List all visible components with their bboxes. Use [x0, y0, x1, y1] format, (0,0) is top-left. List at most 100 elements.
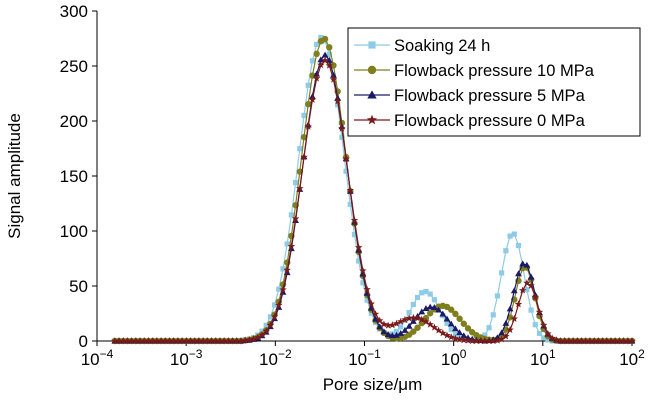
data-point	[317, 61, 325, 69]
data-point	[249, 335, 258, 343]
data-point	[452, 310, 459, 318]
data-point	[309, 72, 316, 79]
data-point	[293, 179, 299, 186]
data-point	[326, 44, 333, 51]
data-point	[439, 310, 447, 317]
data-point	[444, 320, 450, 326]
data-point	[376, 316, 384, 324]
data-point	[472, 337, 481, 345]
data-point	[291, 214, 300, 222]
y-axis-title: Signal amplitude	[5, 113, 24, 239]
data-point	[434, 326, 443, 334]
data-point	[519, 260, 527, 267]
data-point	[510, 287, 518, 294]
data-point	[506, 325, 514, 333]
data-point	[527, 273, 535, 280]
data-point	[228, 337, 237, 345]
data-point	[207, 337, 216, 345]
data-point	[367, 90, 377, 99]
data-point	[552, 336, 561, 344]
data-point	[447, 320, 455, 327]
data-point	[308, 95, 317, 103]
data-point	[304, 122, 312, 130]
x-tick-label: 102	[619, 347, 645, 369]
data-point	[329, 75, 338, 83]
data-point	[321, 51, 329, 58]
data-point	[283, 266, 291, 274]
data-point	[393, 331, 400, 338]
data-point	[288, 212, 295, 218]
data-point	[452, 325, 459, 332]
data-point	[393, 328, 400, 335]
data-point	[586, 337, 594, 345]
data-point	[523, 261, 531, 268]
data-point	[212, 337, 220, 345]
data-point	[430, 323, 439, 331]
data-point	[494, 293, 501, 299]
y-tick-label: 300	[60, 2, 88, 21]
data-point	[321, 56, 329, 64]
data-point	[195, 337, 203, 345]
data-point	[468, 337, 476, 345]
data-point	[447, 333, 455, 341]
x-tick-label: 10−1	[348, 347, 381, 369]
data-point	[594, 337, 603, 345]
data-point	[582, 337, 590, 345]
data-point	[401, 326, 409, 333]
data-point	[561, 337, 569, 345]
data-point	[611, 337, 619, 345]
data-point	[371, 310, 380, 318]
data-point	[615, 337, 624, 345]
data-point	[410, 301, 416, 308]
data-point	[347, 201, 353, 207]
data-point	[619, 337, 628, 345]
data-point	[279, 285, 287, 293]
data-point	[531, 293, 539, 301]
data-point	[518, 286, 527, 294]
y-axis-ticks: 0 50 100 150 200 250 300	[60, 2, 97, 351]
y-tick-label: 100	[60, 222, 88, 241]
data-point	[380, 328, 388, 335]
data-point	[607, 337, 615, 345]
data-point	[460, 332, 468, 339]
data-point	[326, 51, 332, 57]
data-point	[266, 321, 275, 329]
data-point	[397, 329, 405, 336]
data-point	[367, 299, 376, 307]
data-point	[485, 337, 493, 345]
data-point	[569, 337, 577, 345]
data-point	[153, 337, 161, 345]
data-point	[136, 337, 144, 345]
data-point	[628, 337, 636, 345]
data-point	[384, 321, 392, 329]
data-point	[426, 310, 434, 317]
data-point	[280, 266, 286, 272]
legend: Soaking 24 h Flowback pressure 10 MPa Flow…	[347, 27, 641, 137]
data-point	[443, 315, 451, 322]
data-point	[199, 337, 207, 345]
data-point	[590, 337, 598, 345]
data-point	[300, 153, 308, 161]
data-point	[233, 337, 241, 345]
data-point	[161, 337, 169, 345]
data-point	[262, 327, 270, 335]
data-point	[169, 337, 178, 345]
data-point	[314, 41, 320, 48]
data-point	[368, 310, 374, 316]
data-point	[392, 319, 401, 327]
data-point	[452, 331, 459, 337]
data-point	[489, 337, 497, 345]
data-point	[443, 331, 451, 339]
data-point	[297, 146, 303, 152]
data-point	[317, 56, 325, 63]
data-point	[418, 308, 426, 315]
data-point	[419, 290, 425, 296]
data-point	[406, 310, 412, 316]
data-point	[514, 300, 523, 308]
data-point	[376, 323, 384, 330]
data-point	[448, 326, 454, 333]
data-point	[548, 334, 556, 342]
data-point	[203, 337, 212, 345]
data-point	[309, 58, 316, 64]
data-point	[523, 279, 531, 287]
